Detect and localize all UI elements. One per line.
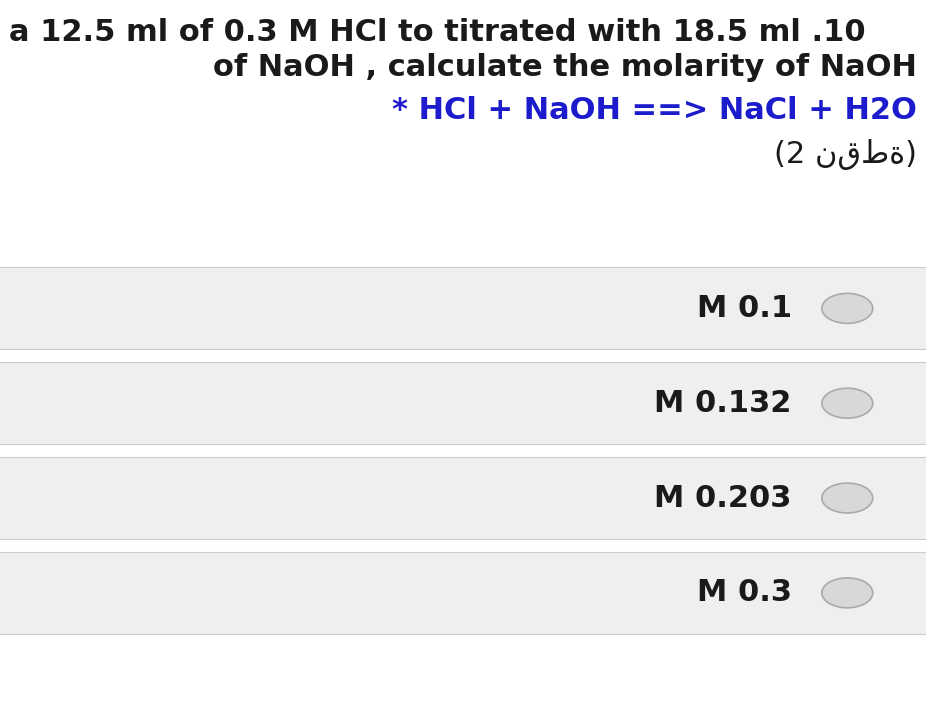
Ellipse shape	[822, 294, 873, 324]
FancyBboxPatch shape	[0, 362, 926, 444]
Text: a 12.5 ml of 0.3 M HCl to titrated with 18.5 ml .10: a 12.5 ml of 0.3 M HCl to titrated with …	[9, 18, 866, 47]
Text: M 0.132: M 0.132	[655, 389, 792, 418]
FancyBboxPatch shape	[0, 457, 926, 539]
Ellipse shape	[822, 578, 873, 607]
Text: M 0.3: M 0.3	[696, 578, 792, 607]
FancyBboxPatch shape	[0, 552, 926, 634]
Text: M 0.203: M 0.203	[655, 483, 792, 513]
Text: * HCl + NaOH ==> NaCl + H2O: * HCl + NaOH ==> NaCl + H2O	[392, 96, 917, 125]
Ellipse shape	[822, 388, 873, 418]
Text: of NaOH , calculate the molarity of NaOH: of NaOH , calculate the molarity of NaOH	[213, 53, 917, 83]
Text: (2 نقطة): (2 نقطة)	[774, 139, 917, 170]
FancyBboxPatch shape	[0, 267, 926, 349]
Text: M 0.1: M 0.1	[696, 294, 792, 323]
Ellipse shape	[822, 483, 873, 513]
